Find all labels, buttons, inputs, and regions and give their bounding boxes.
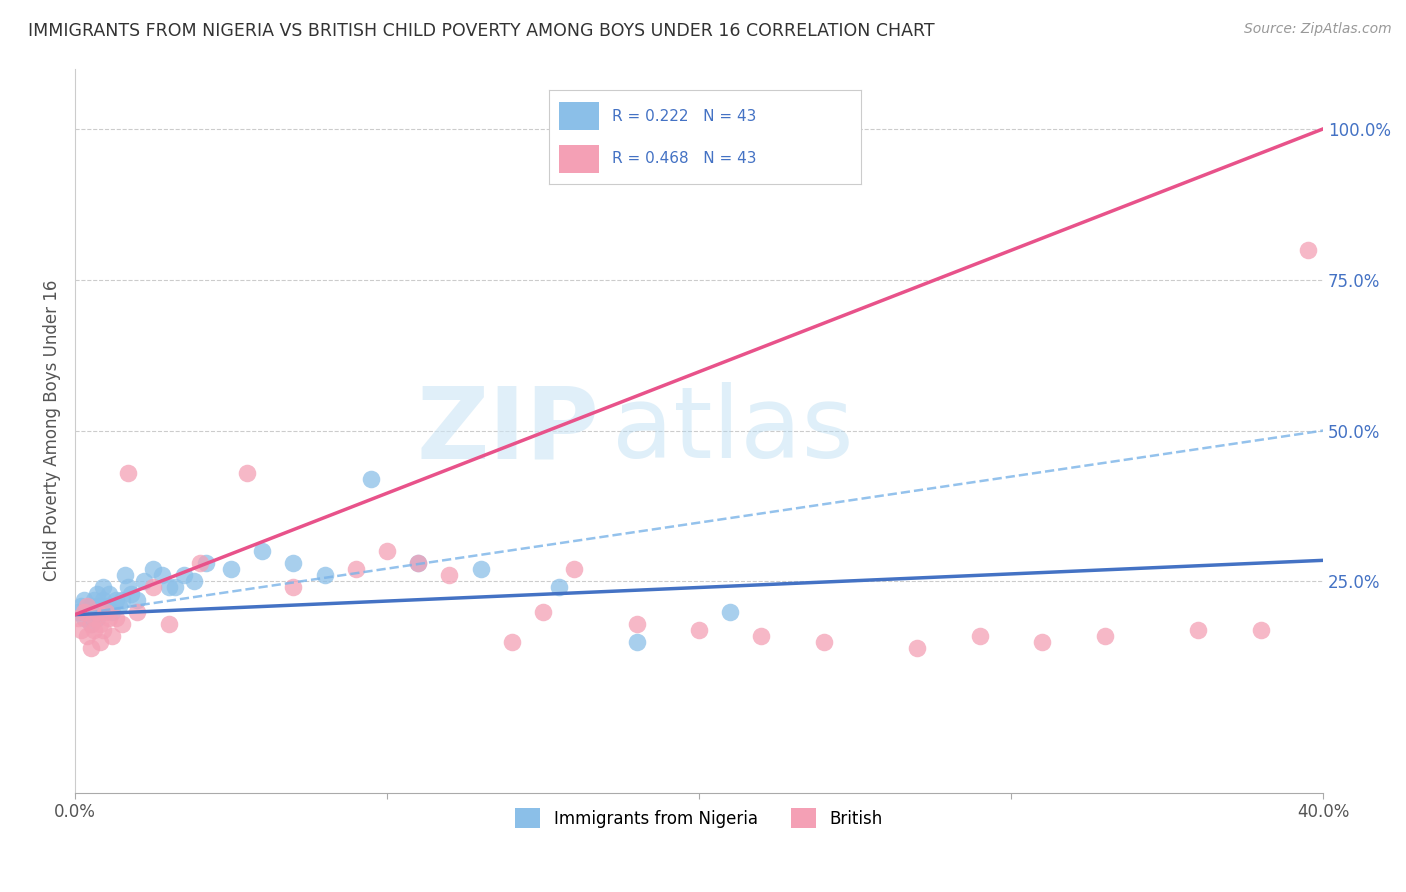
Point bbox=[86, 610, 108, 624]
Point bbox=[83, 610, 105, 624]
Point bbox=[501, 634, 523, 648]
Text: ZIP: ZIP bbox=[416, 382, 599, 479]
Point bbox=[89, 634, 111, 648]
Point bbox=[120, 586, 142, 600]
Point bbox=[157, 581, 180, 595]
Point bbox=[104, 592, 127, 607]
Point bbox=[79, 640, 101, 655]
Point bbox=[79, 599, 101, 613]
Point bbox=[195, 557, 218, 571]
Text: Source: ZipAtlas.com: Source: ZipAtlas.com bbox=[1244, 22, 1392, 37]
Point bbox=[73, 592, 96, 607]
Point bbox=[132, 574, 155, 589]
Point bbox=[98, 610, 121, 624]
Point bbox=[813, 634, 835, 648]
Point bbox=[83, 605, 105, 619]
Point bbox=[283, 581, 305, 595]
Point bbox=[470, 562, 492, 576]
Y-axis label: Child Poverty Among Boys Under 16: Child Poverty Among Boys Under 16 bbox=[44, 280, 60, 582]
Point bbox=[76, 599, 98, 613]
Point bbox=[73, 605, 96, 619]
Point bbox=[626, 634, 648, 648]
Point bbox=[96, 605, 118, 619]
Point bbox=[73, 610, 96, 624]
Point bbox=[91, 592, 114, 607]
Point bbox=[101, 605, 124, 619]
Point bbox=[83, 623, 105, 637]
Point bbox=[150, 568, 173, 582]
Point bbox=[547, 581, 569, 595]
Point bbox=[219, 562, 242, 576]
Point bbox=[89, 605, 111, 619]
Point bbox=[183, 574, 205, 589]
Point bbox=[406, 557, 429, 571]
Legend: Immigrants from Nigeria, British: Immigrants from Nigeria, British bbox=[509, 801, 890, 835]
Point bbox=[173, 568, 195, 582]
Point bbox=[252, 544, 274, 558]
Point bbox=[89, 616, 111, 631]
Text: atlas: atlas bbox=[612, 382, 853, 479]
Point bbox=[89, 599, 111, 613]
Point bbox=[127, 605, 149, 619]
Point bbox=[67, 610, 90, 624]
Point bbox=[406, 557, 429, 571]
Point bbox=[83, 592, 105, 607]
Point bbox=[67, 605, 90, 619]
Point bbox=[1296, 243, 1319, 257]
Point bbox=[157, 616, 180, 631]
Point bbox=[360, 472, 382, 486]
Point bbox=[91, 581, 114, 595]
Point bbox=[96, 599, 118, 613]
Point bbox=[101, 629, 124, 643]
Point bbox=[375, 544, 398, 558]
Point bbox=[1250, 623, 1272, 637]
Point bbox=[70, 623, 93, 637]
Point bbox=[111, 592, 134, 607]
Point bbox=[114, 568, 136, 582]
Text: IMMIGRANTS FROM NIGERIA VS BRITISH CHILD POVERTY AMONG BOYS UNDER 16 CORRELATION: IMMIGRANTS FROM NIGERIA VS BRITISH CHILD… bbox=[28, 22, 935, 40]
Point bbox=[86, 605, 108, 619]
Point bbox=[969, 629, 991, 643]
Point bbox=[117, 466, 139, 480]
Point bbox=[163, 581, 186, 595]
Point bbox=[79, 616, 101, 631]
Point bbox=[1031, 634, 1053, 648]
Point bbox=[142, 581, 165, 595]
Point bbox=[314, 568, 336, 582]
Point bbox=[107, 599, 129, 613]
Point bbox=[86, 586, 108, 600]
Point bbox=[117, 581, 139, 595]
Point bbox=[127, 592, 149, 607]
Point bbox=[98, 586, 121, 600]
Point bbox=[751, 629, 773, 643]
Point bbox=[1187, 623, 1209, 637]
Point bbox=[79, 616, 101, 631]
Point bbox=[439, 568, 461, 582]
Point bbox=[531, 605, 554, 619]
Point bbox=[283, 557, 305, 571]
Point bbox=[688, 623, 710, 637]
Point bbox=[235, 466, 257, 480]
Point bbox=[907, 640, 929, 655]
Point bbox=[718, 605, 741, 619]
Point bbox=[70, 599, 93, 613]
Point bbox=[188, 557, 211, 571]
Point bbox=[142, 562, 165, 576]
Point bbox=[111, 616, 134, 631]
Point bbox=[104, 610, 127, 624]
Point bbox=[1094, 629, 1116, 643]
Point bbox=[344, 562, 367, 576]
Point bbox=[76, 629, 98, 643]
Point bbox=[76, 605, 98, 619]
Point bbox=[562, 562, 585, 576]
Point bbox=[91, 623, 114, 637]
Point bbox=[626, 616, 648, 631]
